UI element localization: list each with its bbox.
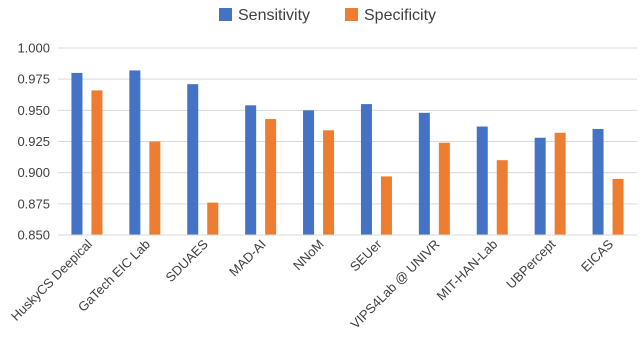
bar-specificity-4 xyxy=(323,130,335,235)
bar-sensitivity-7 xyxy=(476,126,488,235)
bar-sensitivity-4 xyxy=(303,110,315,235)
bar-sensitivity-2 xyxy=(187,84,199,235)
legend-label-sensitivity: Sensitivity xyxy=(238,7,310,24)
bar-sensitivity-8 xyxy=(534,137,546,235)
x-category-label: MIT-HAN-Lab xyxy=(434,237,501,304)
bar-sensitivity-3 xyxy=(245,105,257,235)
bar-specificity-2 xyxy=(207,202,219,235)
bar-sensitivity-5 xyxy=(360,104,372,235)
bar-sensitivity-9 xyxy=(592,129,604,235)
gridlines xyxy=(58,47,637,205)
x-category-label: SDUAES xyxy=(162,236,211,285)
bars xyxy=(71,70,624,236)
x-category-label: EICAS xyxy=(578,236,616,274)
y-tick-label: 0.950 xyxy=(17,103,50,118)
bar-specificity-5 xyxy=(380,176,392,235)
x-category-label: NNoM xyxy=(290,237,327,274)
legend-swatch-specificity xyxy=(345,8,358,21)
x-category-label: UBPercept xyxy=(503,236,558,291)
y-axis-ticks: 0.850 0.875 0.900 0.925 0.950 0.975 1.000 xyxy=(17,41,50,243)
legend-label-specificity: Specificity xyxy=(364,7,436,24)
legend: Sensitivity Specificity xyxy=(219,7,436,24)
bar-specificity-0 xyxy=(91,90,103,236)
y-tick-label: 0.900 xyxy=(17,165,50,180)
y-tick-label: 0.925 xyxy=(17,134,50,149)
bar-sensitivity-6 xyxy=(418,112,430,235)
x-category-label: MAD-AI xyxy=(226,237,269,280)
y-tick-label: 0.975 xyxy=(17,72,50,87)
bar-sensitivity-1 xyxy=(129,70,141,235)
bar-specificity-3 xyxy=(265,119,277,235)
y-tick-label: 1.000 xyxy=(17,41,50,56)
bar-specificity-7 xyxy=(496,160,508,235)
bar-specificity-1 xyxy=(149,141,161,235)
bar-specificity-8 xyxy=(554,132,566,235)
bar-sensitivity-0 xyxy=(71,72,83,235)
x-category-label: SEUer xyxy=(347,236,385,274)
y-tick-label: 0.850 xyxy=(17,228,50,243)
legend-swatch-sensitivity xyxy=(219,8,232,21)
bar-specificity-6 xyxy=(438,142,450,235)
y-tick-label: 0.875 xyxy=(17,196,50,211)
bar-specificity-9 xyxy=(612,178,624,235)
